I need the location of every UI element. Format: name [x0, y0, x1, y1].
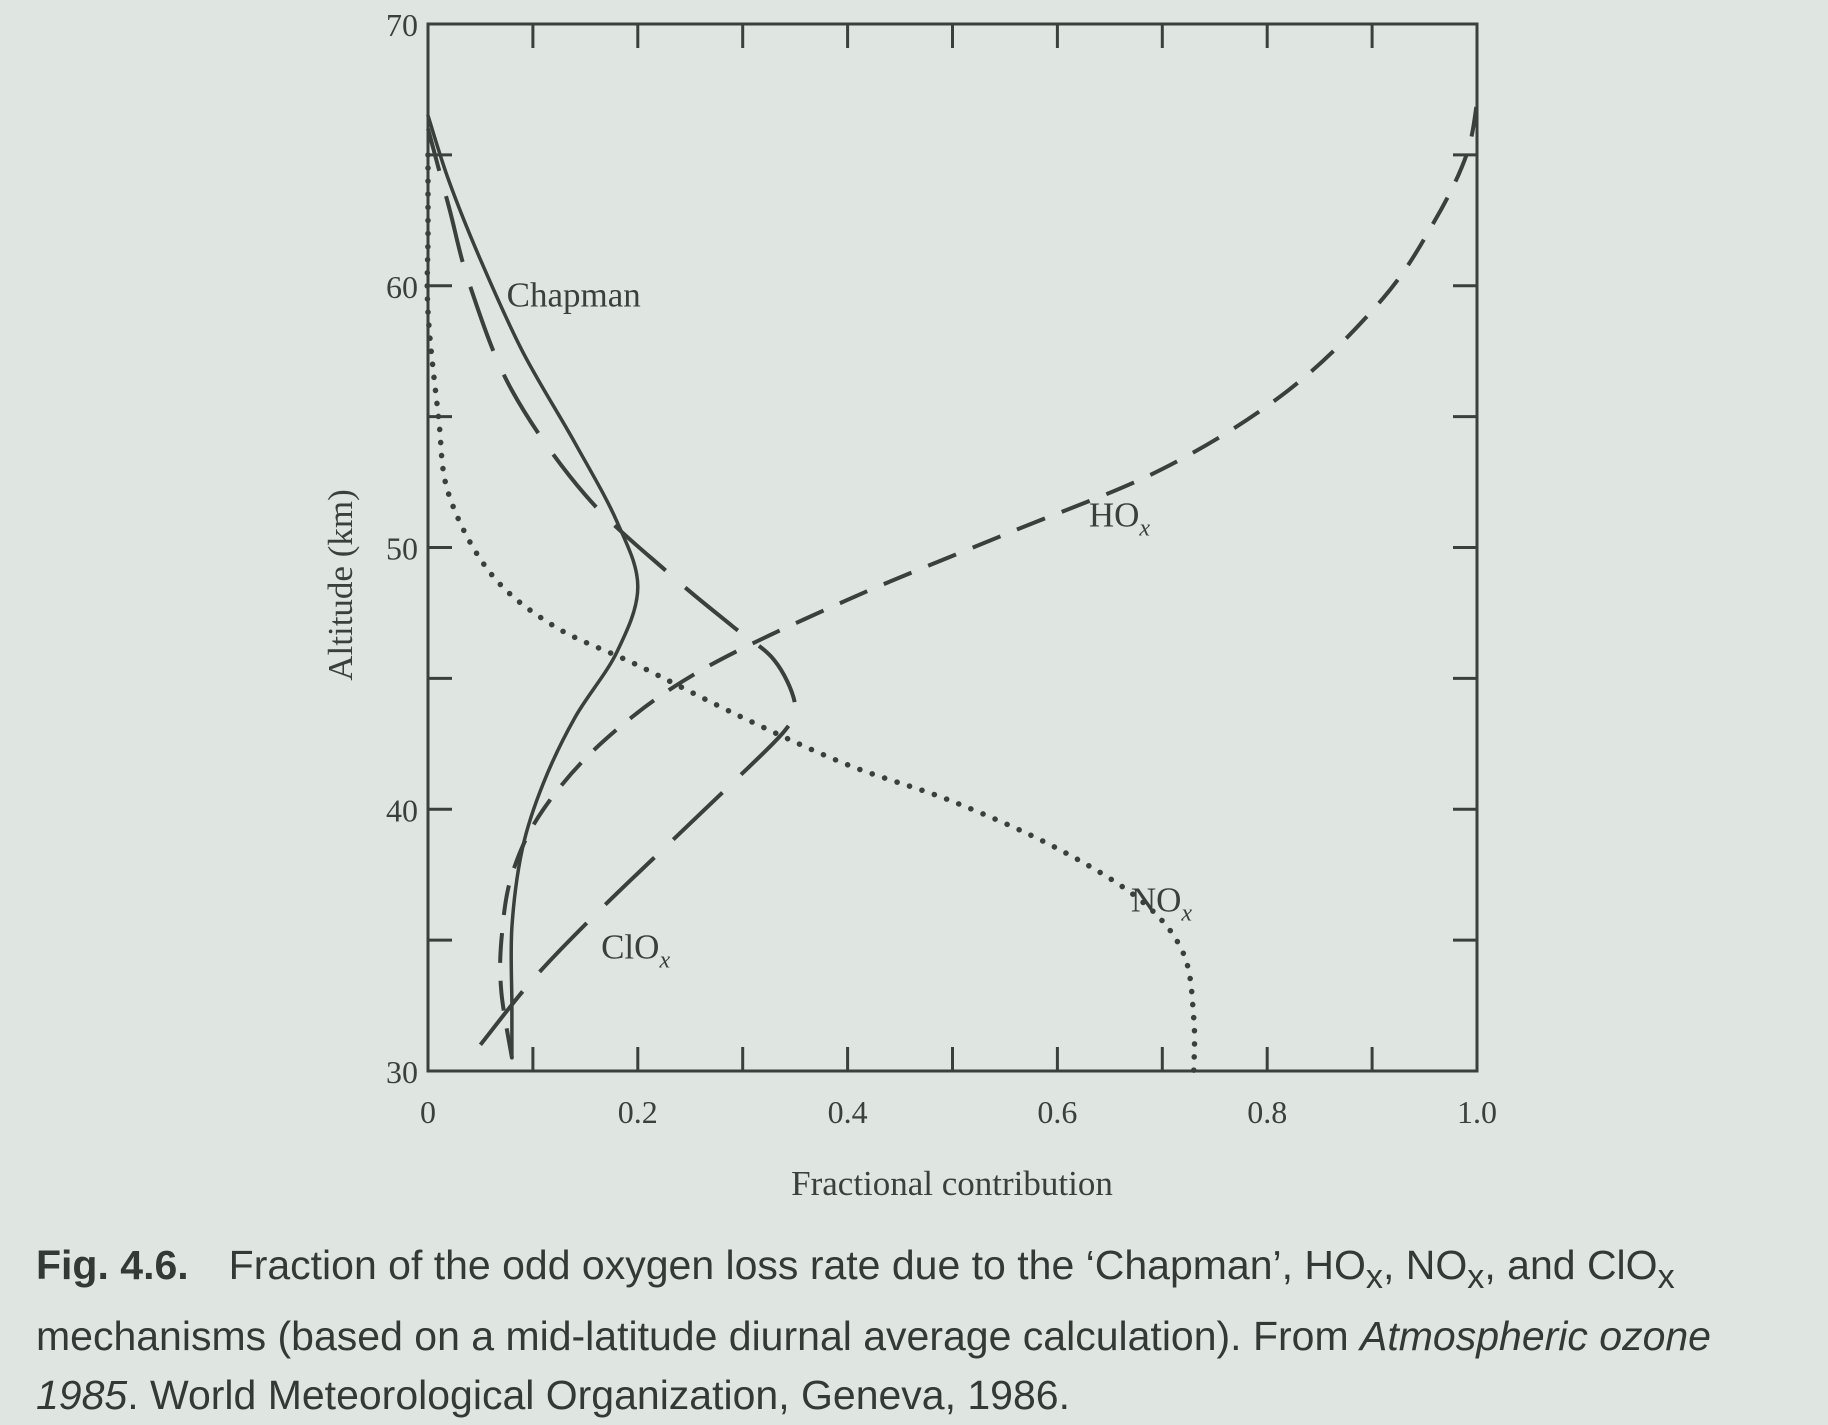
annotation-clo: ClOx — [601, 927, 670, 973]
caption-sub-2: x — [1467, 1258, 1485, 1297]
y-tick-label: 70 — [386, 7, 418, 43]
series-layer — [424, 102, 1479, 1074]
caption-source-title: Atmospheric ozone 1985 — [36, 1313, 1711, 1419]
y-axis-label: Altitude (km) — [321, 489, 360, 681]
caption-sub-1: x — [1365, 1258, 1383, 1297]
series-chapman-line — [426, 113, 640, 1060]
series-nox-line — [424, 152, 1198, 1074]
y-tick-label: 40 — [386, 792, 418, 828]
caption-text-3: , and ClO — [1484, 1242, 1658, 1288]
figure-caption: Fig. 4.6. Fraction of the odd oxygen loss… — [36, 1236, 1796, 1425]
axis-ticks — [426, 22, 1479, 1073]
series-clox-line — [426, 128, 798, 1047]
plot-frame — [426, 22, 1479, 1073]
annotation-ho: HOx — [1089, 496, 1151, 542]
x-tick-label: 1.0 — [1457, 1094, 1497, 1130]
annotation-no: NOx — [1131, 880, 1193, 926]
x-axis-label: Fractional contribution — [791, 1164, 1113, 1203]
y-tick-label: 50 — [386, 531, 418, 567]
x-tick-label: 0.4 — [828, 1094, 868, 1130]
y-tick-label: 60 — [386, 269, 418, 305]
caption-text-4: mechanisms (based on a mid-latitude diur… — [36, 1313, 1361, 1360]
caption-text-1: Fraction of the odd oxygen loss rate due… — [228, 1242, 1366, 1288]
x-tick-label: 0 — [420, 1094, 436, 1130]
y-tick-label: 30 — [386, 1054, 418, 1090]
caption-text-5: . World Meteorological Organization, Gen… — [127, 1372, 1070, 1419]
x-tick-label: 0.2 — [618, 1094, 658, 1130]
caption-sub-3: x — [1657, 1258, 1675, 1297]
labels-layer: 0 0.2 0.4 0.6 0.8 1.0 30 40 50 60 70 Chapman HOx NOx C… — [386, 7, 1497, 1130]
figure-chart: 0 0.2 0.4 0.6 0.8 1.0 30 40 50 60 70 Chapman HOx NOx C… — [321, 7, 1497, 1203]
annotation-chapman: Chapman — [507, 276, 641, 315]
x-tick-label: 0.8 — [1247, 1094, 1287, 1130]
x-tick-label: 0.6 — [1037, 1094, 1077, 1130]
series-hox-line — [498, 102, 1479, 1059]
caption-text-2: , NO — [1382, 1242, 1468, 1288]
caption-label: Fig. 4.6. — [36, 1242, 189, 1288]
